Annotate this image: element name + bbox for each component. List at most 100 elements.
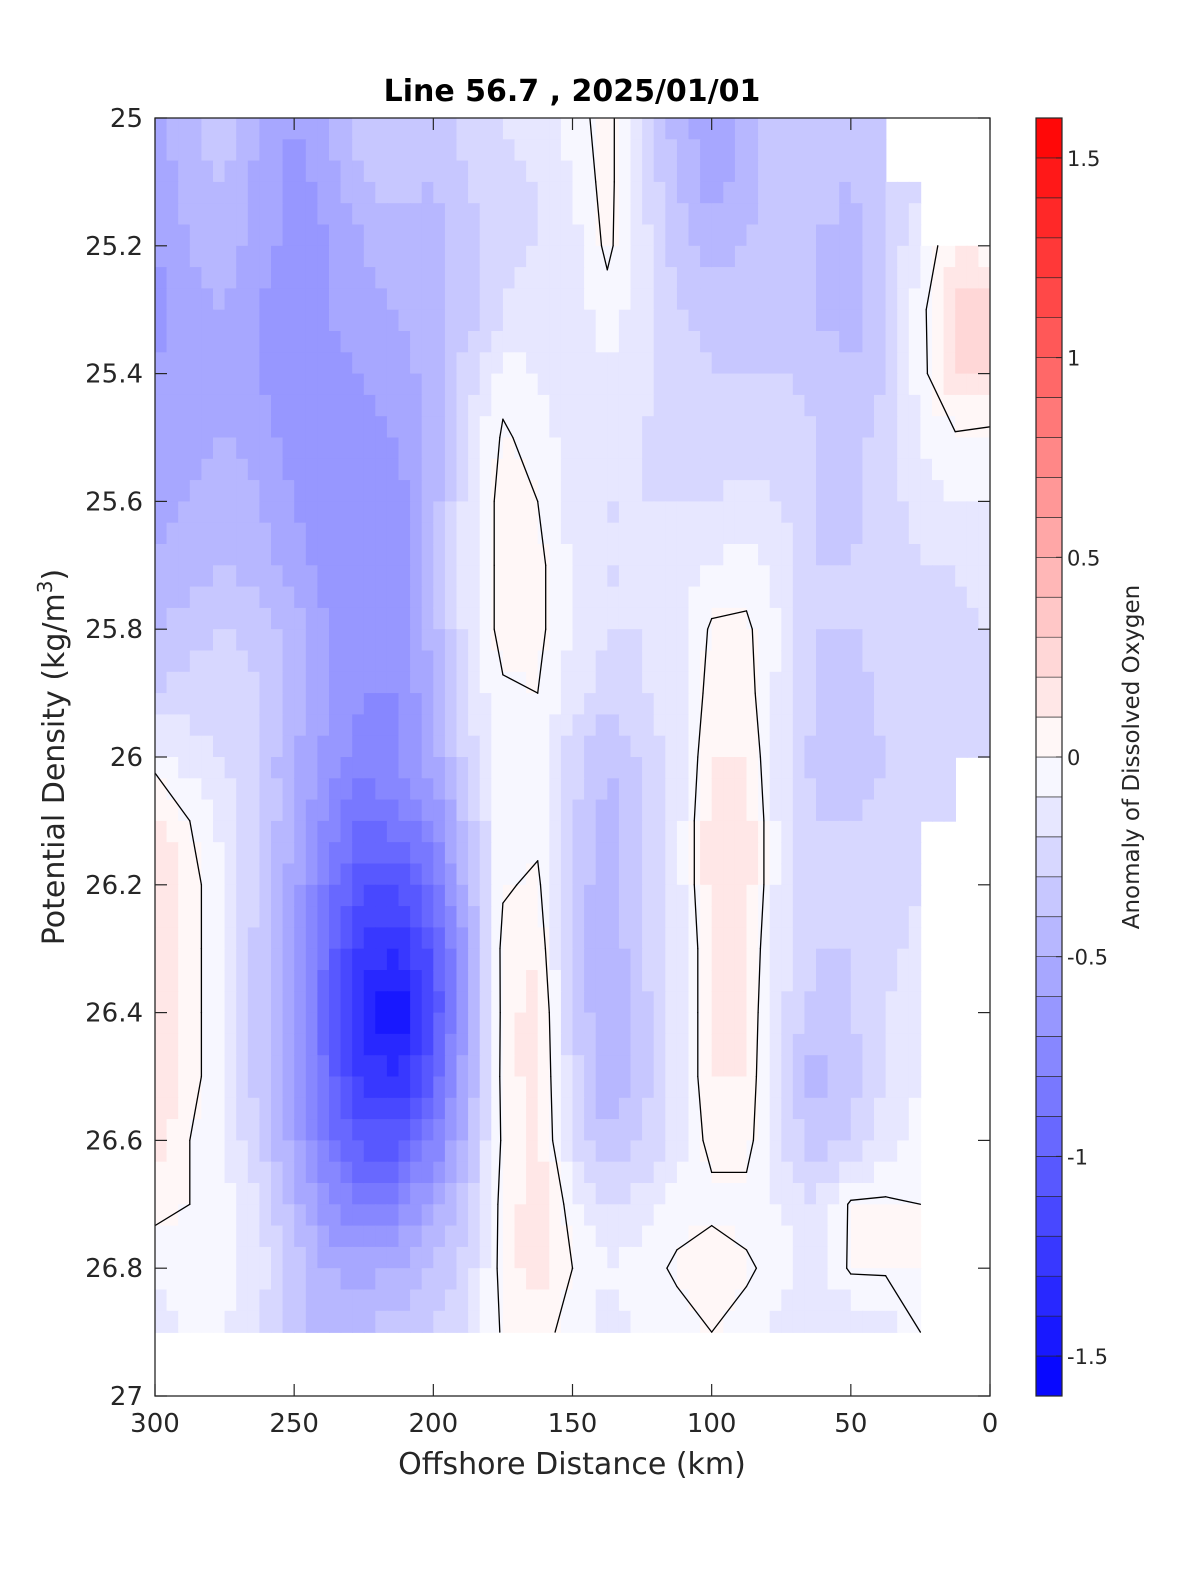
- field-cell: [607, 1310, 620, 1333]
- field-cell: [816, 245, 829, 268]
- field-cell: [966, 671, 980, 694]
- field-cell: [189, 714, 203, 737]
- field-cell: [317, 501, 330, 524]
- field-cell: [340, 522, 353, 545]
- field-cell: [456, 650, 469, 673]
- field-cell: [607, 650, 620, 673]
- field-cell: [491, 544, 504, 567]
- field-cell: [502, 991, 516, 1014]
- field-cell: [897, 1055, 910, 1078]
- field-cell: [920, 586, 933, 609]
- field-cell: [630, 970, 643, 993]
- field-cell: [282, 820, 295, 843]
- field-cell: [375, 458, 388, 481]
- field-cell: [352, 778, 365, 801]
- field-cell: [189, 1033, 203, 1056]
- field-cell: [352, 288, 365, 311]
- field-cell: [213, 1076, 226, 1099]
- field-cell: [700, 416, 713, 439]
- field-cell: [178, 309, 191, 332]
- field-cell: [329, 1119, 342, 1142]
- field-cell: [572, 927, 585, 950]
- field-cell: [758, 693, 771, 716]
- field-cell: [444, 544, 458, 567]
- field-cell: [340, 458, 353, 481]
- field-cell: [537, 586, 551, 609]
- field-cell: [294, 820, 307, 843]
- contour-segment: [676, 1224, 713, 1251]
- field-cell: [329, 1033, 342, 1056]
- field-cell: [166, 1268, 179, 1291]
- field-cell: [549, 139, 562, 162]
- field-cell: [329, 586, 342, 609]
- field-cell: [166, 522, 179, 545]
- field-cell: [236, 1033, 249, 1056]
- contour-segment: [612, 181, 615, 247]
- field-cell: [630, 1119, 643, 1142]
- field-cell: [247, 245, 261, 268]
- field-cell: [769, 799, 783, 822]
- field-cell: [259, 139, 272, 162]
- field-cell: [271, 1140, 284, 1163]
- field-cell: [792, 1289, 806, 1312]
- field-cell: [792, 842, 806, 865]
- field-cell: [526, 544, 539, 567]
- field-cell: [874, 203, 887, 226]
- field-cell: [201, 820, 214, 843]
- field-cell: [514, 394, 527, 417]
- field-cell: [734, 245, 748, 268]
- field-cell: [711, 1076, 725, 1099]
- field-cell: [642, 671, 655, 694]
- field-cell: [827, 1097, 840, 1120]
- field-cell: [178, 970, 191, 993]
- field-cell: [711, 224, 725, 247]
- field-cell: [607, 1204, 620, 1227]
- y-tick-label: 26.2: [85, 871, 143, 901]
- field-cell: [804, 1076, 817, 1099]
- field-cell: [386, 416, 400, 439]
- field-cell: [189, 352, 203, 375]
- field-cell: [630, 160, 643, 183]
- field-cell: [479, 607, 493, 630]
- contour-segment: [155, 1203, 191, 1227]
- field-cell: [363, 863, 377, 886]
- field-cell: [444, 714, 458, 737]
- field-cell: [352, 629, 365, 652]
- field-cell: [676, 1161, 690, 1184]
- field-cell: [792, 1268, 806, 1291]
- field-cell: [584, 203, 597, 226]
- field-cell: [850, 586, 864, 609]
- field-cell: [340, 757, 353, 780]
- field-cell: [804, 1310, 817, 1333]
- field-cell: [758, 586, 771, 609]
- field-cell: [700, 1161, 713, 1184]
- field-cell: [201, 1225, 214, 1248]
- field-cell: [317, 1161, 330, 1184]
- field-cell: [340, 224, 353, 247]
- field-cell: [688, 671, 701, 694]
- field-cell: [595, 544, 609, 567]
- field-cell: [340, 799, 353, 822]
- contour-segment: [537, 628, 547, 694]
- field-cell: [444, 480, 458, 503]
- x-axis-ticks: 300 250 200 150 100 50 0: [130, 118, 998, 1439]
- field-cell: [421, 501, 435, 524]
- field-cell: [769, 288, 783, 311]
- field-cell: [932, 373, 945, 396]
- field-cell: [537, 373, 551, 396]
- field-cell: [816, 416, 829, 439]
- field-cell: [584, 373, 597, 396]
- field-cell: [340, 1310, 353, 1333]
- field-cell: [618, 1012, 632, 1035]
- field-cell: [978, 458, 990, 481]
- field-cell: [178, 991, 191, 1014]
- field-cell: [502, 181, 516, 204]
- field-cell: [189, 480, 203, 503]
- field-cell: [213, 522, 226, 545]
- field-cell: [769, 948, 783, 971]
- field-cell: [862, 927, 875, 950]
- field-cell: [978, 309, 990, 332]
- field-cell: [340, 1161, 353, 1184]
- field-cell: [502, 1310, 516, 1333]
- field-cell: [955, 586, 968, 609]
